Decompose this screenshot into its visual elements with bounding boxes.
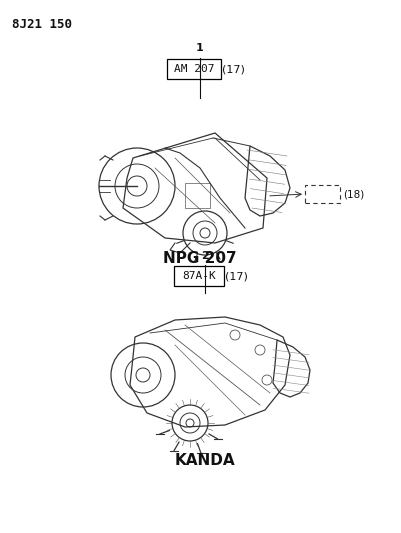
Text: (17): (17) <box>225 271 247 281</box>
Text: NPG 207: NPG 207 <box>163 251 236 266</box>
Text: (18): (18) <box>342 189 363 199</box>
Text: KANDA: KANDA <box>174 453 235 468</box>
Text: (17): (17) <box>221 64 244 74</box>
Text: AM 207: AM 207 <box>173 64 214 74</box>
FancyBboxPatch shape <box>166 59 221 79</box>
Bar <box>304 185 339 203</box>
Text: 1: 1 <box>196 43 203 53</box>
FancyBboxPatch shape <box>174 266 223 286</box>
Text: 8J21 150: 8J21 150 <box>12 18 72 31</box>
Text: 2: 2 <box>200 251 209 261</box>
Text: 87A-K: 87A-K <box>182 271 215 281</box>
